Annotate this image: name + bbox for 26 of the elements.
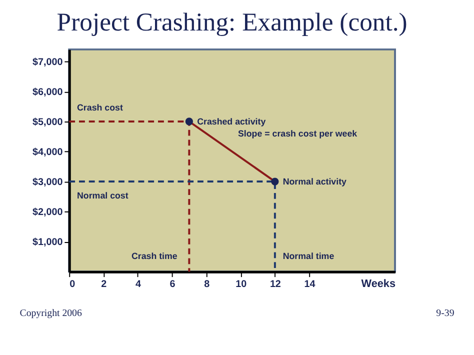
x-tick-label: 8 <box>204 278 210 290</box>
text: Copyright 2006 <box>20 308 82 320</box>
x-tick-label: 14 <box>304 278 316 290</box>
x-tick-label: 2 <box>101 278 108 290</box>
y-tick-label: $3,000 <box>32 177 64 188</box>
chart-title: Project Crashing: Example (cont.) <box>56 8 408 37</box>
annotation: Normal time <box>282 250 334 261</box>
x-tick-label: 6 <box>170 278 176 290</box>
y-tick-label: $2,000 <box>32 207 64 218</box>
x-axis-title: Weeks <box>361 278 396 290</box>
y-tick-label: $4,000 <box>32 146 64 158</box>
x-tick-label: 4 <box>135 278 142 290</box>
annotation: Crash cost <box>77 102 123 113</box>
y-tick-label: $1,000 <box>32 237 64 248</box>
y-tick-label: $6,000 <box>32 86 64 98</box>
annotation: Normal cost <box>77 190 128 200</box>
annotation: Crashed activity <box>197 116 266 126</box>
text: 9-39 <box>436 308 454 320</box>
annotation: Crash time <box>131 250 178 261</box>
x-tick-label: 10 <box>236 278 248 290</box>
annotation: Slope = crash cost per week <box>238 128 358 139</box>
y-tick-label: $7,000 <box>32 56 64 68</box>
x-tick-label: 0 <box>70 278 76 290</box>
annotation: Normal activity <box>282 176 347 187</box>
x-tick-label: 12 <box>270 278 282 290</box>
y-tick-label: $5,000 <box>32 116 64 128</box>
